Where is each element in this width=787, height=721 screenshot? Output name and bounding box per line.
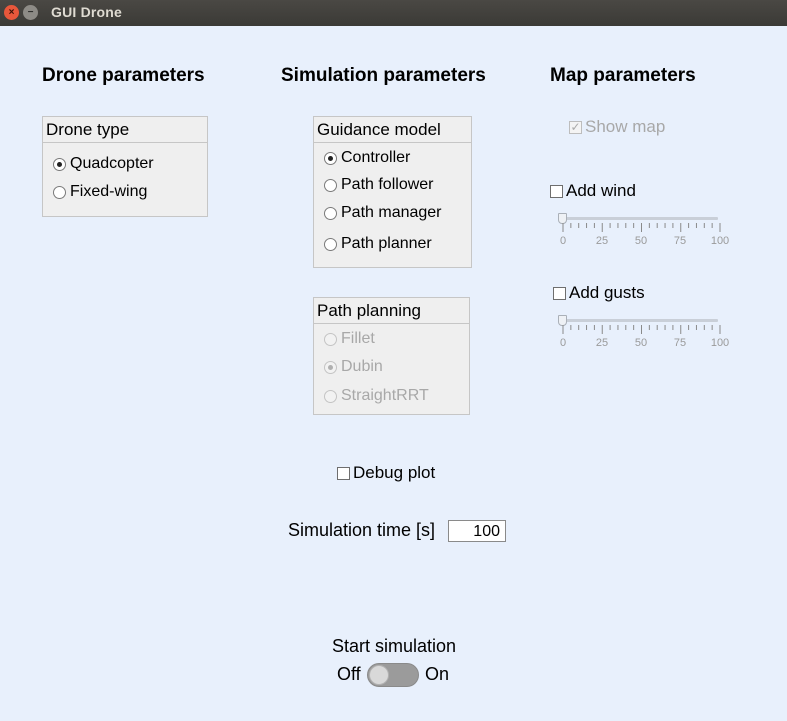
radio-fillet: Fillet [324, 330, 375, 348]
slider-track[interactable] [561, 217, 718, 220]
map-parameters-heading: Map parameters [550, 65, 696, 86]
radio-indicator [324, 360, 337, 374]
radio-dubin: Dubin [324, 358, 383, 376]
path-planning-group: Path planning Fillet Dubin StraightRRT [313, 297, 470, 415]
radio-path-follower[interactable]: Path follower [324, 176, 434, 194]
title-bar: × − GUI Drone [0, 0, 787, 26]
tick-label: 75 [673, 337, 687, 349]
checkbox-indicator[interactable] [337, 466, 350, 480]
guidance-model-title: Guidance model [314, 117, 471, 143]
tick-label: 75 [673, 235, 687, 247]
checkbox-label: Add wind [566, 181, 636, 200]
checkbox-indicator[interactable] [550, 184, 563, 198]
radio-indicator[interactable] [324, 237, 337, 251]
radio-label: Path follower [341, 176, 434, 193]
radio-controller[interactable]: Controller [324, 149, 410, 167]
add-wind-checkbox[interactable]: Add wind [550, 181, 636, 201]
radio-path-manager[interactable]: Path manager [324, 204, 442, 222]
radio-straightrrt: StraightRRT [324, 387, 429, 405]
gusts-slider[interactable]: 0 25 50 75 100 [558, 315, 738, 355]
radio-indicator [324, 332, 337, 346]
checkbox-label: Show map [585, 117, 666, 136]
switch-on-label: On [425, 664, 450, 684]
radio-label: Path planner [341, 235, 432, 252]
minimize-icon[interactable]: − [23, 5, 38, 20]
radio-indicator[interactable] [53, 157, 66, 171]
switch-knob[interactable] [369, 665, 389, 685]
slider-ticks [562, 223, 721, 232]
switch-off-label: Off [337, 664, 361, 684]
path-planning-title: Path planning [314, 298, 469, 324]
tick-label: 25 [595, 337, 609, 349]
simulation-parameters-heading: Simulation parameters [281, 65, 486, 86]
tick-label: 0 [559, 337, 567, 349]
close-icon[interactable]: × [4, 5, 19, 20]
drone-parameters-heading: Drone parameters [42, 65, 205, 86]
checkbox-label: Debug plot [353, 463, 436, 482]
drone-type-title: Drone type [43, 117, 207, 143]
drone-type-group: Drone type Quadcopter Fixed-wing [42, 116, 208, 217]
show-map-checkbox: ✓ Show map [569, 117, 665, 137]
tick-label: 50 [634, 235, 648, 247]
add-gusts-checkbox[interactable]: Add gusts [553, 283, 645, 303]
guidance-model-group: Guidance model Controller Path follower … [313, 116, 472, 268]
checkbox-indicator[interactable] [553, 286, 566, 300]
radio-label: Controller [341, 149, 411, 166]
radio-label: Fixed-wing [70, 183, 148, 200]
tick-label: 100 [710, 235, 730, 247]
radio-label: Path manager [341, 204, 442, 221]
radio-label: StraightRRT [341, 387, 429, 404]
radio-label: Dubin [341, 358, 383, 375]
slider-ticks [562, 325, 721, 334]
radio-label: Quadcopter [70, 155, 154, 172]
wind-slider[interactable]: 0 25 50 75 100 [558, 213, 738, 253]
start-simulation-switch[interactable] [367, 663, 419, 687]
simulation-time-label: Simulation time [s] [288, 520, 436, 540]
checkbox-label: Add gusts [569, 283, 645, 302]
slider-track[interactable] [561, 319, 718, 322]
radio-indicator[interactable] [324, 178, 337, 192]
tick-label: 50 [634, 337, 648, 349]
debug-plot-checkbox[interactable]: Debug plot [337, 463, 435, 483]
radio-indicator [324, 389, 337, 403]
window-title: GUI Drone [51, 4, 123, 20]
check-icon: ✓ [569, 119, 582, 134]
tick-label: 0 [559, 235, 567, 247]
tick-label: 25 [595, 235, 609, 247]
radio-fixed-wing[interactable]: Fixed-wing [53, 183, 147, 201]
radio-label: Fillet [341, 330, 375, 347]
radio-indicator[interactable] [53, 185, 66, 199]
radio-quadcopter[interactable]: Quadcopter [53, 155, 154, 173]
start-simulation-label: Start simulation [332, 636, 457, 656]
simulation-time-input[interactable] [448, 520, 506, 542]
radio-path-planner[interactable]: Path planner [324, 235, 432, 253]
tick-label: 100 [710, 337, 730, 349]
radio-indicator[interactable] [324, 151, 337, 165]
radio-indicator[interactable] [324, 206, 337, 220]
